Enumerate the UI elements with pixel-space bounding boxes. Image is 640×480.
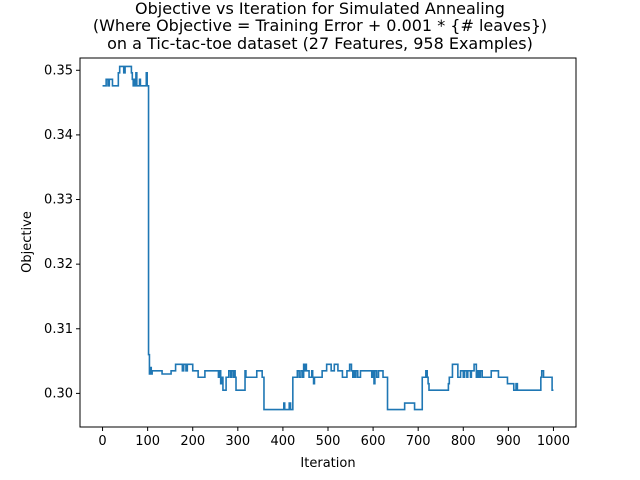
x-tick-label: 1000 <box>537 434 570 449</box>
x-tick-label: 500 <box>316 434 341 449</box>
objective-series-line <box>102 65 554 411</box>
x-tick-label: 0 <box>98 434 106 449</box>
x-tick-label: 900 <box>496 434 521 449</box>
x-tick-label: 700 <box>406 434 431 449</box>
x-tick-label: 600 <box>361 434 386 449</box>
chart-title-line-1: Objective vs Iteration for Simulated Ann… <box>135 0 505 18</box>
chart-title-line-3: on a Tic-tac-toe dataset (27 Features, 9… <box>107 34 533 53</box>
y-tick-label: 0.33 <box>44 193 73 208</box>
x-tick-label: 800 <box>451 434 476 449</box>
axis-ticks: 0 100 200 300 400 500 600 700 800 900 1000 0.30 0.31… <box>44 63 570 449</box>
x-tick-label: 100 <box>135 434 160 449</box>
y-axis-label: Objective <box>20 211 35 273</box>
y-tick-label: 0.31 <box>44 322 73 337</box>
plot-area <box>80 58 576 427</box>
x-tick-label: 400 <box>270 434 295 449</box>
x-axis-label: Iteration <box>300 456 355 471</box>
y-tick-label: 0.35 <box>44 63 73 78</box>
plot-frame <box>79 57 577 428</box>
x-tick-label: 300 <box>225 434 250 449</box>
chart-title-line-2: (Where Objective = Training Error + 0.00… <box>93 16 547 35</box>
y-tick-label: 0.34 <box>44 128 73 143</box>
y-tick-label: 0.30 <box>44 386 73 401</box>
y-tick-label: 0.32 <box>44 257 73 272</box>
x-tick-label: 200 <box>180 434 205 449</box>
